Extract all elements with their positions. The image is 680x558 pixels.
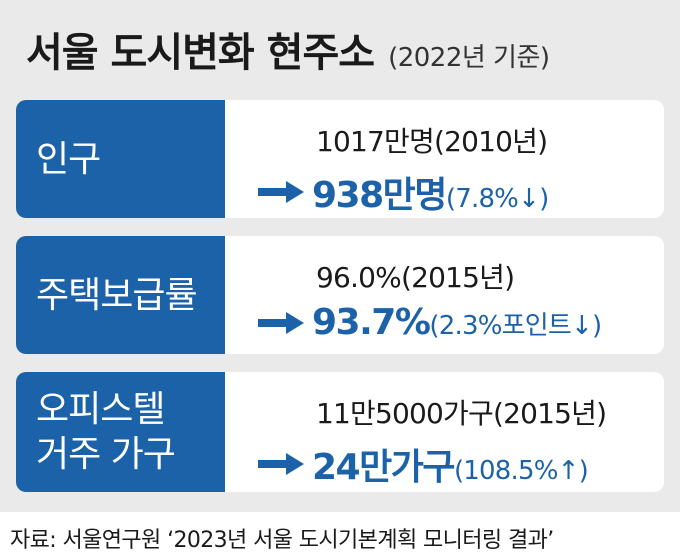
stat-after-value: 24만가구 bbox=[312, 447, 455, 488]
title-row: 서울 도시변화 현주소 (2022년 기준) bbox=[26, 20, 550, 78]
right-arrow-icon bbox=[258, 453, 304, 475]
stat-change-note: (108.5%↑) bbox=[453, 456, 589, 486]
stat-label: 인구 bbox=[16, 100, 225, 218]
stat-label-line: 인구 bbox=[36, 138, 101, 180]
stat-label: 주택보급률 bbox=[16, 236, 225, 354]
stat-after-value: 93.7% bbox=[312, 302, 431, 343]
stat-after-value: 938만명 bbox=[312, 175, 447, 216]
stat-after: 24만가구 (108.5%↑) bbox=[258, 438, 589, 490]
stat-label-line: 오피스텔 bbox=[36, 389, 165, 430]
stat-change-note: (7.8%↓) bbox=[445, 184, 549, 214]
infographic-card: 서울 도시변화 현주소 (2022년 기준) 인구 1017만명(2010년) … bbox=[0, 0, 680, 512]
stat-before-value: 1017만명(2010년) bbox=[316, 125, 548, 158]
stat-content: 96.0%(2015년) 93.7% (2.3%포인트↓) bbox=[258, 236, 664, 354]
stat-row-housing-supply: 주택보급률 96.0%(2015년) 93.7% (2.3%포인트↓) bbox=[16, 236, 664, 354]
stat-after: 938만명 (7.8%↓) bbox=[258, 166, 549, 218]
stat-before-value: 11만5000가구(2015년) bbox=[316, 397, 607, 430]
stat-label-line: 거주 가구 bbox=[36, 434, 176, 475]
stat-after: 93.7% (2.3%포인트↓) bbox=[258, 302, 602, 343]
page-subtitle: (2022년 기준) bbox=[388, 43, 550, 73]
stat-row-population: 인구 1017만명(2010년) 938만명 (7.8%↓) bbox=[16, 100, 664, 218]
source-caption: 자료: 서울연구원 ‘2023년 서울 도시기본계획 모니터링 결과’ bbox=[10, 528, 554, 553]
stat-change-note: (2.3%포인트↓) bbox=[429, 311, 602, 341]
stat-content: 1017만명(2010년) 938만명 (7.8%↓) bbox=[258, 100, 664, 218]
page-title: 서울 도시변화 현주소 bbox=[26, 30, 375, 76]
stat-label-line: 주택보급률 bbox=[36, 274, 198, 316]
stat-content: 11만5000가구(2015년) 24만가구 (108.5%↑) bbox=[258, 372, 664, 492]
right-arrow-icon bbox=[258, 311, 304, 334]
stat-row-officetel-households: 오피스텔 거주 가구 11만5000가구(2015년) 24만가구 (108.5… bbox=[16, 372, 664, 492]
right-arrow-icon bbox=[258, 181, 304, 203]
stat-before-value: 96.0%(2015년) bbox=[316, 261, 515, 294]
stat-label: 오피스텔 거주 가구 bbox=[16, 372, 225, 492]
